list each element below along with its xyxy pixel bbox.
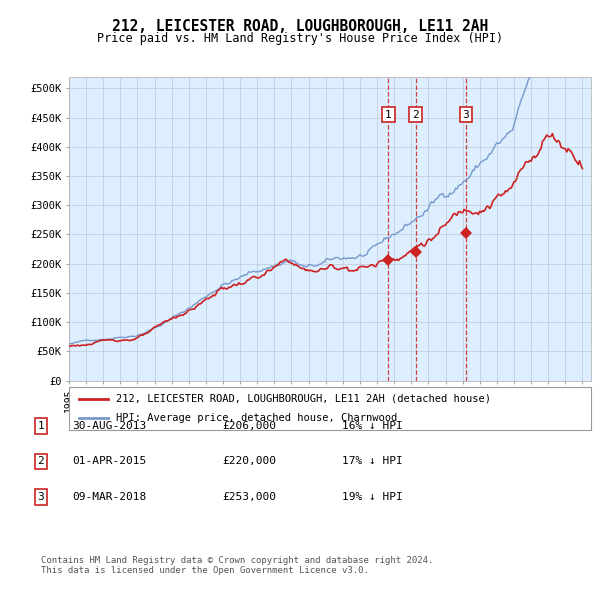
Text: 3: 3 xyxy=(463,110,469,120)
Text: £220,000: £220,000 xyxy=(222,457,276,466)
Text: 212, LEICESTER ROAD, LOUGHBOROUGH, LE11 2AH: 212, LEICESTER ROAD, LOUGHBOROUGH, LE11 … xyxy=(112,19,488,34)
Text: 212, LEICESTER ROAD, LOUGHBOROUGH, LE11 2AH (detached house): 212, LEICESTER ROAD, LOUGHBOROUGH, LE11 … xyxy=(116,394,491,404)
Text: Price paid vs. HM Land Registry's House Price Index (HPI): Price paid vs. HM Land Registry's House … xyxy=(97,32,503,45)
Text: Contains HM Land Registry data © Crown copyright and database right 2024.
This d: Contains HM Land Registry data © Crown c… xyxy=(41,556,433,575)
FancyBboxPatch shape xyxy=(69,387,591,430)
Text: £206,000: £206,000 xyxy=(222,421,276,431)
Text: 19% ↓ HPI: 19% ↓ HPI xyxy=(342,492,403,502)
Text: 2: 2 xyxy=(37,457,44,466)
Text: 17% ↓ HPI: 17% ↓ HPI xyxy=(342,457,403,466)
Text: HPI: Average price, detached house, Charnwood: HPI: Average price, detached house, Char… xyxy=(116,414,397,424)
Text: 3: 3 xyxy=(37,492,44,502)
Text: 16% ↓ HPI: 16% ↓ HPI xyxy=(342,421,403,431)
Text: 2: 2 xyxy=(412,110,419,120)
Text: 1: 1 xyxy=(385,110,392,120)
Text: 09-MAR-2018: 09-MAR-2018 xyxy=(72,492,146,502)
Text: £253,000: £253,000 xyxy=(222,492,276,502)
Text: 30-AUG-2013: 30-AUG-2013 xyxy=(72,421,146,431)
Text: 1: 1 xyxy=(37,421,44,431)
Text: 01-APR-2015: 01-APR-2015 xyxy=(72,457,146,466)
